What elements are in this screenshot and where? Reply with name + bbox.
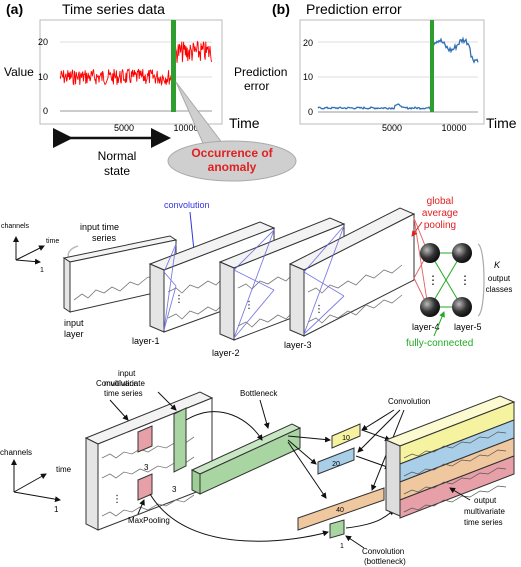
panel-b-anomaly-marker [430, 20, 434, 112]
panel-b: (b) Prediction error Prediction error 20… [234, 1, 517, 133]
gap-label-line1: global [427, 196, 454, 207]
panel-a-label: (a) [6, 1, 23, 17]
gap-connections [414, 218, 428, 307]
input-layer-label-line2: layer [64, 329, 84, 339]
ae-bottleneck-label: Bottleneck [240, 389, 278, 398]
normal-state-label-line1: Normal [98, 149, 137, 163]
normal-state-label-line2: state [104, 164, 130, 178]
layer1-label: layer-1 [132, 336, 160, 346]
ae-kernel-10-label: 10 [342, 435, 350, 442]
layer4-node [420, 243, 440, 263]
panel-a-title: Time series data [62, 1, 165, 17]
ae-kernel-20-label: 20 [332, 461, 340, 468]
ae-conv-bottleneck-label-line2: (bottleneck) [364, 557, 406, 566]
panel-b-xtick: 10000 [441, 123, 466, 133]
ae-kernel-40-label: 40 [336, 507, 344, 514]
gap-label-line2: average [422, 208, 459, 219]
gap-label-line3: pooling [424, 220, 456, 231]
input-time-series-label-line2: series [92, 233, 117, 243]
ae-output-label-line2: multivariate [464, 507, 505, 516]
ae-axis-channels-label: channels [0, 448, 32, 457]
layer5-node [452, 243, 472, 263]
panel-b-ylabel-line2: error [244, 79, 269, 93]
output-brace [478, 244, 484, 316]
panel-a-xlabel: Time [229, 115, 260, 131]
panel-b-xlabel: Time [486, 115, 517, 131]
panel-b-xtick: 5000 [382, 123, 402, 133]
ae-axis-one-label: 1 [54, 505, 59, 514]
panel-a-ylabel: Value [4, 65, 34, 79]
input-time-series-label-line1: input time [80, 222, 119, 232]
panel-b-ytick: 0 [308, 107, 313, 117]
layer4-label: layer-4 [412, 322, 440, 332]
layer3-label: layer-3 [284, 340, 312, 350]
layer5-node [452, 297, 472, 317]
layer5-dots: ⋮ [459, 273, 471, 287]
fcn-axis-channels-label: channels [1, 223, 30, 230]
ae-output-label-line1: output [474, 496, 497, 505]
ae-input-pointer-arrow [110, 400, 128, 420]
fcn-time-axis [16, 246, 44, 260]
ae-input-label-line3: time series [104, 389, 143, 398]
input-layer-label-line1: input [64, 318, 84, 328]
ae-one-axis [14, 492, 60, 500]
ae-kernel-bottleneck [330, 520, 344, 538]
ae-three-a-label: 3 [172, 485, 177, 494]
panel-a-anomaly-marker [171, 20, 176, 112]
ae-conv-pointer [362, 410, 394, 430]
panel-b-title: Prediction error [306, 1, 402, 17]
ae-one-small-label: 1 [340, 543, 344, 550]
output-classes-label-line2: classes [486, 285, 513, 294]
fcn-axis-one-label: 1 [40, 267, 44, 274]
fcn-axis-time-label: time [46, 238, 59, 245]
anomaly-callout-text-line2: anomaly [208, 160, 257, 174]
layer1-dots: ⋮ [174, 294, 184, 305]
ae-flow-arrow [362, 430, 390, 440]
panel-b-ytick: 20 [303, 38, 313, 48]
panel-b-ylabel-line1: Prediction [234, 65, 287, 79]
layer4-node [420, 297, 440, 317]
ae-convolution-label: Convolution [96, 379, 138, 388]
output-classes-label-line1: output [488, 274, 511, 283]
ae-green-kernel [174, 408, 186, 472]
fully-connected-label: fully-connected [406, 338, 473, 349]
ae-conv-bottleneck-pointer [346, 536, 364, 548]
panel-a-xtick: 5000 [114, 123, 134, 133]
autoencoder-diagram: channels time 1 input multivariate time … [0, 369, 514, 566]
ae-maxpooling-label: MaxPooling [128, 516, 170, 525]
anomaly-callout-text-line1: Occurrence of [191, 146, 273, 160]
layer2-dots: ⋮ [244, 300, 254, 311]
ae-input-slab: ⋮ [86, 392, 212, 530]
ae-time-axis [14, 474, 46, 492]
panel-a-ytick: 0 [43, 106, 48, 116]
k-label: K [494, 260, 501, 270]
fcn-one-axis [16, 260, 40, 262]
ae-output-label-line3: time series [464, 518, 503, 527]
layer5-label: layer-5 [454, 322, 482, 332]
ae-three-b-label: 3 [144, 463, 149, 472]
layer3-dots: ⋮ [314, 304, 324, 315]
fcn-diagram: channels time 1 input time series convol… [1, 196, 512, 358]
ae-bottleneck-pointer-arrow [260, 400, 268, 428]
ae-input-dots: ⋮ [112, 494, 122, 505]
panel-b-label: (b) [272, 1, 290, 17]
ae-axis-time-label: time [56, 465, 72, 474]
ae-input-label-line1: input [118, 369, 136, 378]
convolution-label: convolution [164, 200, 210, 210]
layer4-dots: ⋮ [427, 273, 439, 287]
panel-b-ytick: 10 [303, 72, 313, 82]
ae-conv-bottleneck-label-line1: Convolution [362, 547, 404, 556]
ae-flow-arrow [346, 510, 394, 528]
ae-convolution-right-label: Convolution [388, 397, 430, 406]
panel-a-ytick: 20 [38, 37, 48, 47]
panel-a-ytick: 10 [38, 72, 48, 82]
layer2-label: layer-2 [212, 348, 240, 358]
